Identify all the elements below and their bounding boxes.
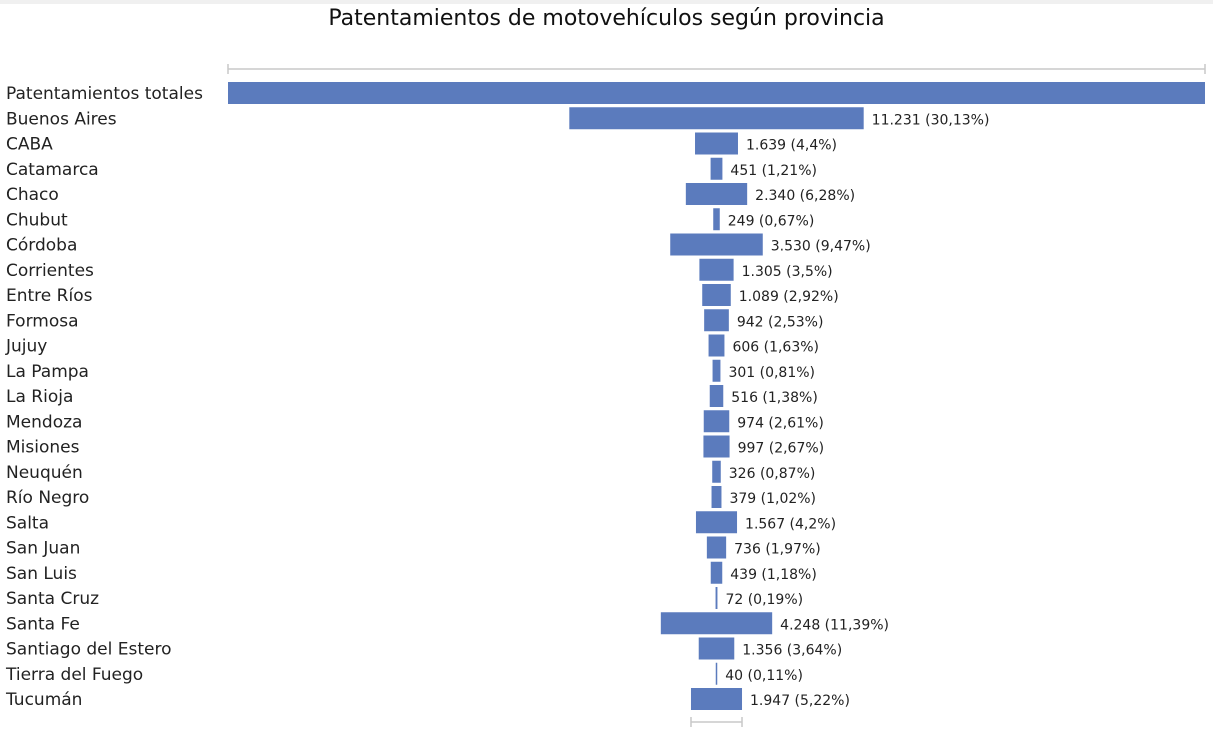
funnel-bar: [715, 587, 718, 609]
category-label: Chubut: [6, 210, 68, 230]
data-label: 2.340 (6,28%): [755, 188, 855, 204]
data-label: 72 (0,19%): [725, 592, 803, 608]
funnel-bar: [709, 385, 724, 407]
data-label: 1.305 (3,5%): [742, 264, 833, 280]
category-label: La Rioja: [6, 387, 73, 407]
category-label: Entre Ríos: [6, 286, 93, 306]
funnel-bar: [228, 82, 1205, 104]
category-label: Catamarca: [6, 160, 99, 180]
chart-title: Patentamientos de motovehículos según pr…: [328, 6, 885, 31]
data-label: 249 (0,67%): [728, 213, 815, 229]
funnel-bar: [699, 258, 734, 281]
category-label: Tucumán: [5, 690, 82, 710]
funnel-bar: [706, 536, 727, 559]
category-label: Tierra del Fuego: [5, 665, 143, 685]
funnel-bar: [712, 460, 721, 483]
category-label: Río Negro: [6, 488, 89, 508]
category-label: Santa Cruz: [6, 589, 99, 609]
data-label: 4.248 (11,39%): [780, 617, 889, 633]
funnel-bar: [715, 662, 718, 685]
data-label: 942 (2,53%): [737, 314, 824, 330]
data-label: 1.089 (2,92%): [739, 289, 839, 305]
category-label: CABA: [6, 135, 53, 155]
data-label: 40 (0,11%): [725, 668, 803, 684]
funnel-bar: [660, 612, 773, 635]
funnel-bar: [569, 107, 864, 130]
category-label: Chaco: [6, 185, 59, 205]
funnel-bar: [670, 233, 763, 256]
category-label: Córdoba: [6, 236, 77, 256]
funnel-bar: [698, 637, 735, 660]
funnel-bar: [711, 486, 722, 508]
data-label: 451 (1,21%): [730, 163, 817, 179]
funnel-bar: [703, 435, 730, 458]
data-label: 326 (0,87%): [729, 466, 816, 482]
category-label: Buenos Aires: [6, 109, 117, 129]
funnel-bar: [685, 183, 748, 205]
funnel-bar: [713, 208, 720, 231]
category-label: Santa Fe: [6, 614, 80, 634]
data-label: 736 (1,97%): [734, 542, 821, 558]
category-label: Patentamientos totales: [6, 84, 203, 104]
funnel-bar: [702, 284, 731, 306]
data-label: 516 (1,38%): [731, 390, 818, 406]
data-label: 606 (1,63%): [732, 340, 819, 356]
funnel-bar: [703, 410, 730, 433]
data-label: 1.639 (4,4%): [746, 138, 837, 154]
funnel-bar: [710, 561, 723, 584]
category-label: Mendoza: [6, 412, 82, 432]
data-label: 439 (1,18%): [730, 567, 817, 583]
funnel-bar: [695, 132, 738, 155]
data-label: 1.567 (4,2%): [745, 516, 836, 532]
category-label: San Juan: [6, 539, 80, 559]
data-label: 1.356 (3,64%): [742, 643, 842, 659]
category-label: Neuquén: [6, 463, 83, 483]
category-label: Salta: [6, 513, 49, 533]
funnel-bar: [712, 359, 721, 382]
data-label: 301 (0,81%): [728, 365, 815, 381]
funnel-bar: [708, 334, 725, 357]
funnel-bar: [690, 688, 743, 710]
category-label: Santiago del Estero: [6, 640, 172, 660]
category-label: Corrientes: [6, 261, 94, 281]
funnel-bar: [695, 511, 738, 534]
top-strip: [0, 0, 1213, 4]
funnel-bar: [710, 157, 723, 180]
funnel-bar: [704, 309, 729, 332]
category-label: Jujuy: [5, 337, 47, 357]
category-label: Formosa: [6, 311, 79, 331]
data-label: 974 (2,61%): [737, 415, 824, 431]
data-label: 3.530 (9,47%): [771, 239, 871, 255]
data-label: 997 (2,67%): [738, 441, 825, 457]
data-label: 1.947 (5,22%): [750, 693, 850, 709]
category-label: La Pampa: [6, 362, 89, 382]
data-label: 379 (1,02%): [729, 491, 816, 507]
category-label: Misiones: [6, 438, 80, 458]
data-label: 11.231 (30,13%): [872, 112, 990, 128]
category-label: San Luis: [6, 564, 77, 584]
